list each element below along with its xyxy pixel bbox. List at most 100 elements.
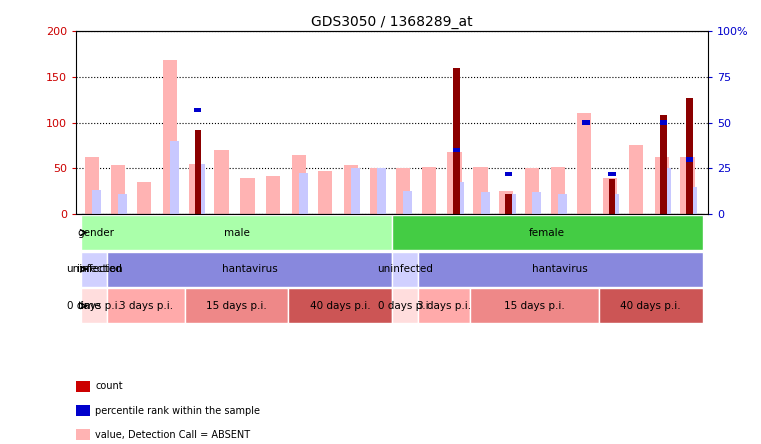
Bar — [340, 214, 366, 278]
Bar — [340, 214, 366, 216]
Bar — [547, 214, 573, 278]
Bar — [299, 173, 308, 214]
Bar — [344, 165, 358, 214]
Bar — [314, 214, 340, 278]
Bar — [366, 214, 392, 278]
Bar — [654, 158, 669, 214]
Bar — [118, 194, 127, 214]
Bar — [392, 214, 418, 216]
Text: 3 days p.i.: 3 days p.i. — [416, 301, 471, 311]
Bar — [351, 168, 360, 214]
Bar — [505, 194, 511, 214]
Text: gender: gender — [78, 227, 114, 238]
Bar — [660, 120, 667, 125]
Bar — [288, 214, 314, 216]
Bar — [677, 214, 702, 278]
Bar — [577, 114, 591, 214]
Bar — [625, 214, 651, 216]
Bar — [211, 214, 237, 278]
Bar — [686, 157, 693, 162]
Bar — [505, 172, 512, 176]
Bar — [163, 60, 177, 214]
Bar — [603, 178, 617, 214]
Bar — [215, 150, 229, 214]
Text: hantavirus: hantavirus — [221, 264, 278, 274]
Bar — [196, 164, 205, 214]
Bar — [366, 214, 392, 216]
Bar — [495, 214, 521, 216]
Bar — [263, 214, 288, 278]
Bar — [680, 158, 695, 214]
Text: 0 days p.i.: 0 days p.i. — [67, 301, 121, 311]
Bar — [107, 214, 133, 216]
Bar — [288, 214, 314, 278]
Bar — [392, 215, 702, 250]
Bar — [418, 252, 702, 287]
Bar — [137, 182, 151, 214]
Bar — [547, 214, 573, 216]
Bar — [651, 214, 677, 216]
Text: uninfected: uninfected — [66, 264, 123, 274]
Bar — [444, 214, 470, 278]
Bar — [444, 214, 470, 216]
Text: 40 days p.i.: 40 days p.i. — [620, 301, 681, 311]
Bar — [392, 288, 418, 323]
Bar — [92, 190, 101, 214]
Bar — [185, 214, 211, 278]
Bar — [470, 214, 495, 216]
Bar — [133, 214, 159, 216]
Bar — [559, 194, 567, 214]
Text: 3 days p.i.: 3 days p.i. — [119, 301, 173, 311]
Bar — [81, 215, 392, 250]
Bar — [392, 252, 418, 287]
Bar — [170, 141, 179, 214]
Bar — [240, 178, 255, 214]
Text: percentile rank within the sample: percentile rank within the sample — [95, 406, 260, 416]
Bar — [573, 214, 599, 278]
Bar — [318, 171, 333, 214]
Text: infection: infection — [78, 264, 123, 274]
Bar — [314, 214, 340, 216]
Bar — [263, 214, 288, 216]
Bar — [159, 214, 185, 216]
Text: 0 days p.i.: 0 days p.i. — [378, 301, 431, 311]
Bar — [662, 168, 671, 214]
Bar — [677, 214, 702, 216]
Bar — [292, 155, 307, 214]
Bar — [551, 166, 565, 214]
Bar — [447, 152, 462, 214]
Bar — [418, 288, 470, 323]
Bar — [396, 168, 410, 214]
Bar — [194, 107, 202, 112]
Bar — [107, 252, 392, 287]
Text: time: time — [78, 301, 101, 311]
Bar — [453, 148, 460, 152]
Bar — [454, 67, 460, 214]
Text: 15 days p.i.: 15 days p.i. — [504, 301, 565, 311]
Bar — [211, 214, 237, 216]
Text: value, Detection Call = ABSENT: value, Detection Call = ABSENT — [95, 430, 250, 440]
Bar — [686, 98, 693, 214]
Bar — [81, 214, 107, 216]
Bar — [599, 214, 625, 216]
Bar — [81, 214, 107, 278]
Text: 40 days p.i.: 40 days p.i. — [310, 301, 371, 311]
Text: 15 days p.i.: 15 days p.i. — [206, 301, 267, 311]
Text: count: count — [95, 381, 123, 391]
Bar — [377, 168, 386, 214]
Bar — [495, 214, 521, 278]
Bar — [533, 192, 541, 214]
Bar — [107, 214, 133, 278]
Bar — [237, 214, 263, 216]
Bar — [582, 120, 590, 125]
Bar — [266, 176, 281, 214]
Text: hantavirus: hantavirus — [532, 264, 588, 274]
Bar — [133, 214, 159, 278]
Bar — [189, 164, 203, 214]
Bar — [288, 288, 392, 323]
Bar — [470, 288, 599, 323]
Bar — [609, 179, 615, 214]
Bar — [629, 145, 643, 214]
Text: female: female — [529, 227, 565, 238]
Bar — [599, 214, 625, 278]
